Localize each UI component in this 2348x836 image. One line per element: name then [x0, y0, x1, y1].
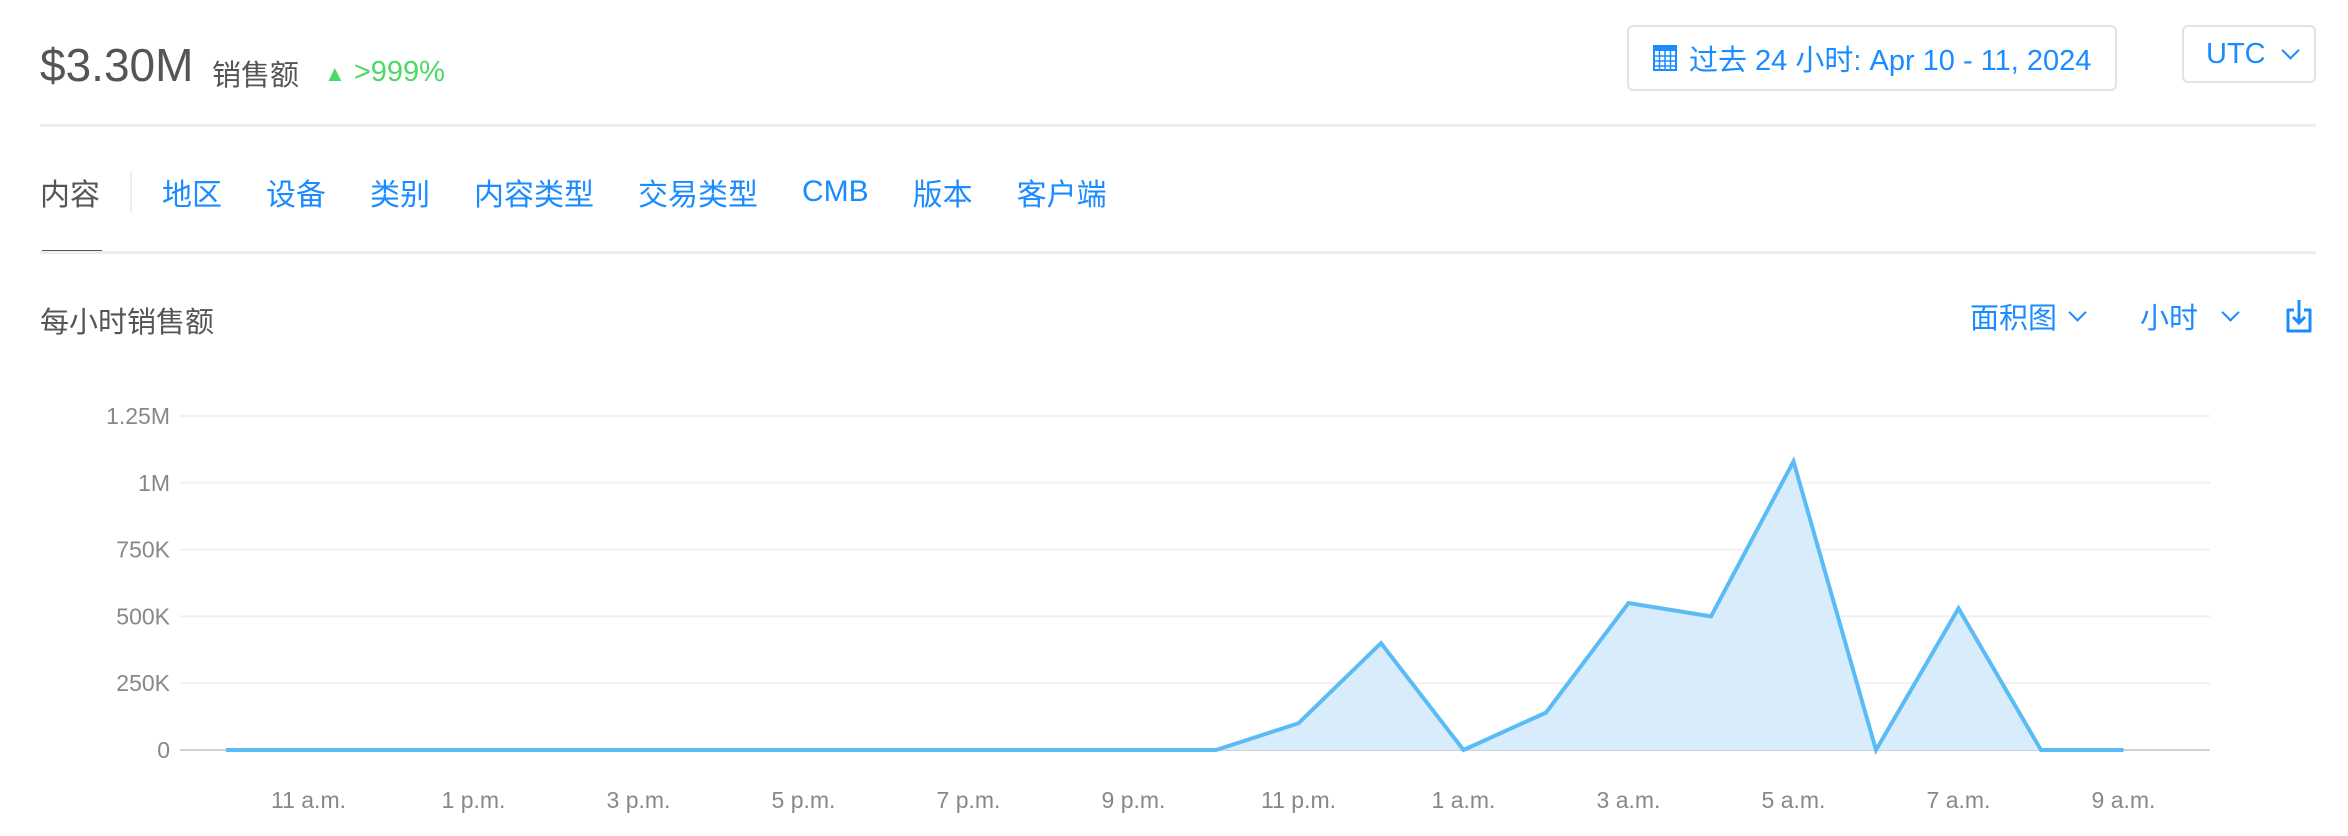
tab-0[interactable]: 内容 [40, 179, 100, 212]
x-tick-label: 11 p.m. [1261, 787, 1336, 813]
tab-2[interactable]: 设备 [266, 179, 326, 212]
x-tick-label: 5 a.m. [1762, 787, 1826, 813]
tab-7[interactable]: 版本 [912, 179, 973, 212]
tab-8[interactable]: 客户端 [1016, 179, 1107, 212]
x-tick-label: 1 a.m. [1432, 787, 1496, 813]
tab-5[interactable]: 交易类型 [638, 179, 758, 212]
data-point [471, 747, 477, 753]
data-point [1626, 600, 1632, 606]
calendar-icon [1653, 45, 1677, 71]
data-point [1708, 613, 1714, 619]
interval-select[interactable]: 小时 [2140, 295, 2240, 337]
sales-label: 销售额 [212, 60, 300, 92]
data-point [2121, 747, 2127, 753]
chart-type-select[interactable]: 面积图 [1970, 295, 2087, 337]
sales-delta: ▲ >999% [324, 56, 445, 89]
data-point [966, 747, 972, 753]
x-tick-label: 1 p.m. [442, 787, 506, 813]
data-point [306, 747, 312, 753]
chart-type-label: 面积图 [1970, 303, 2058, 335]
x-tick-label: 3 p.m. [607, 787, 671, 813]
tab-1[interactable]: 地区 [162, 179, 222, 212]
y-tick-label: 500K [116, 603, 170, 629]
data-point [1378, 640, 1384, 646]
date-range-button[interactable]: 过去 24 小时: Apr 10 - 11, 2024 [1627, 25, 2117, 91]
x-tick-label: 9 a.m. [2092, 787, 2156, 813]
area-fill [226, 461, 2124, 750]
timezone-select[interactable]: UTC [2182, 25, 2316, 83]
tab-separator [130, 172, 132, 212]
data-point [1461, 747, 1467, 753]
delta-value: >999% [353, 56, 445, 88]
x-tick-label: 7 p.m. [937, 787, 1001, 813]
chevron-down-icon [2221, 302, 2240, 322]
y-tick-label: 0 [157, 737, 170, 763]
hourly-sales-chart: 0 250K 500K 750K 1M 1.25M 11 a.m. 1 p.m. 3 p.m. 5… [106, 403, 2210, 813]
data-point [553, 747, 559, 753]
y-tick-label: 250K [116, 670, 170, 696]
y-tick-label: 750K [116, 537, 170, 563]
data-point [223, 747, 229, 753]
data-point [636, 747, 642, 753]
download-icon[interactable] [2285, 298, 2313, 334]
y-tick-label: 1M [138, 470, 170, 496]
data-point [718, 747, 724, 753]
data-point [1791, 458, 1797, 464]
up-triangle-icon: ▲ [324, 61, 346, 86]
timezone-label: UTC [2206, 37, 2266, 70]
data-point [1296, 720, 1302, 726]
interval-label: 小时 [2140, 303, 2199, 335]
series-line [226, 456, 2124, 756]
data-point [1956, 605, 1962, 611]
tab-bar: 内容 地区 设备 类别 内容类型 交易类型 CMB 版本 客户端 [40, 170, 1151, 214]
date-range-label: 过去 24 小时: Apr 10 - 11, 2024 [1689, 45, 2092, 77]
data-point [388, 747, 394, 753]
chevron-down-icon [2068, 302, 2087, 322]
data-point [1048, 747, 1054, 753]
data-point [883, 747, 889, 753]
x-tick-label: 3 a.m. [1597, 787, 1661, 813]
x-tick-label: 11 a.m. [271, 787, 346, 813]
divider [40, 251, 2316, 254]
data-point [1213, 747, 1219, 753]
sales-total: $3.30M [40, 39, 194, 91]
x-tick-label: 7 a.m. [1927, 787, 1991, 813]
chevron-down-icon [2280, 40, 2300, 60]
tab-4[interactable]: 内容类型 [474, 179, 594, 212]
x-tick-label: 5 p.m. [772, 787, 836, 813]
tab-3[interactable]: 类别 [370, 179, 430, 212]
divider [40, 124, 2316, 127]
tab-6[interactable]: CMB [802, 175, 869, 208]
data-point [1543, 710, 1549, 716]
data-point [801, 747, 807, 753]
y-tick-label: 1.25M [106, 403, 170, 429]
data-point [1131, 747, 1137, 753]
data-point [2038, 747, 2044, 753]
data-point [1873, 747, 1879, 753]
x-tick-label: 9 p.m. [1102, 787, 1166, 813]
chart-title: 每小时销售额 [40, 307, 215, 339]
